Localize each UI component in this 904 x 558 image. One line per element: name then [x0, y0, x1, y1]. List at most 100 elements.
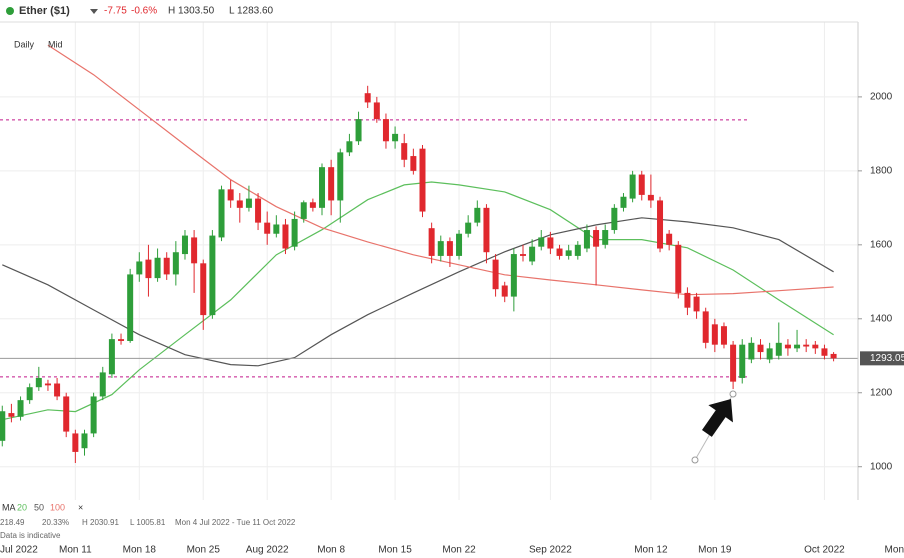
candle-body — [373, 102, 380, 120]
dropdown-icon[interactable] — [90, 9, 98, 14]
stat: Mon 4 Jul 2022 - Tue 11 Oct 2022 — [175, 518, 296, 527]
annotation-handle — [729, 390, 737, 398]
stat: 218.49 — [0, 518, 25, 527]
x-tick-label: Jul 2022 — [0, 545, 38, 556]
ma-close[interactable]: × — [78, 502, 83, 512]
candle-body — [227, 189, 234, 201]
candle-body — [510, 254, 517, 297]
candle-body — [145, 259, 152, 279]
annotation-arrow — [701, 399, 733, 437]
last-price-tag — [860, 351, 904, 366]
candle-body — [0, 411, 6, 441]
stat: 20.33% — [42, 518, 69, 527]
change: -7.75 — [104, 6, 127, 17]
candle-body — [547, 237, 554, 249]
candle-body — [392, 133, 399, 142]
candle-body — [647, 194, 654, 201]
candle-body — [775, 342, 782, 356]
candle-body — [702, 311, 709, 343]
candle-body — [26, 387, 33, 401]
x-tick-label: Mon 19 — [698, 545, 732, 556]
candle-body — [629, 174, 636, 199]
candle-body — [346, 141, 353, 153]
candle-body — [255, 198, 262, 223]
candle-body — [44, 383, 51, 386]
candle-body — [803, 344, 810, 347]
y-tick-label: 1200 — [870, 387, 893, 398]
candle-body — [593, 230, 600, 247]
candle-body — [492, 259, 499, 290]
change-pct: -0.6% — [131, 6, 157, 17]
candle-body — [812, 344, 819, 349]
ma-line — [2, 217, 834, 367]
legend-entry: 20 — [17, 502, 27, 512]
x-tick-label: Mon — [885, 545, 904, 556]
candle-body — [54, 383, 61, 397]
candle-body — [181, 235, 188, 255]
candle-body — [309, 202, 316, 208]
y-tick-label: 1000 — [870, 461, 893, 472]
candle-body — [693, 296, 700, 312]
x-tick-label: Mon 12 — [634, 545, 668, 556]
x-tick-label: Oct 2022 — [804, 545, 845, 556]
candle-body — [465, 222, 472, 234]
candle-body — [556, 248, 563, 256]
candle-body — [63, 396, 70, 432]
candle-body — [35, 377, 42, 388]
stat: L 1005.81 — [130, 518, 166, 527]
candle-body — [784, 344, 791, 349]
candle-body — [218, 189, 225, 238]
candle-body — [364, 93, 371, 103]
candle-body — [529, 246, 536, 262]
x-tick-label: Mon 8 — [317, 545, 345, 556]
candle-body — [319, 167, 326, 208]
candle-body — [136, 261, 143, 275]
candle-body — [200, 263, 207, 316]
price-type[interactable]: Mid — [48, 39, 63, 49]
x-tick-label: Mon 22 — [442, 545, 476, 556]
y-tick-label: 1800 — [870, 165, 893, 176]
candle-body — [273, 224, 280, 234]
candle-body — [720, 326, 727, 345]
candle-body — [72, 433, 79, 452]
legend-entry: 100 — [50, 502, 65, 512]
candle-body — [8, 413, 15, 417]
candle-body — [684, 292, 691, 308]
candle-body — [602, 230, 609, 245]
y-tick-label: 1600 — [870, 239, 893, 250]
y-tick-label: 2000 — [870, 92, 893, 103]
candle-body — [456, 233, 463, 256]
interval[interactable]: Daily — [14, 39, 35, 49]
status-dot — [6, 7, 14, 15]
candle-body — [611, 207, 618, 231]
candle-body — [81, 433, 88, 449]
candle-body — [739, 344, 746, 378]
session-high: H 1303.50 — [168, 6, 215, 17]
candle-body — [830, 353, 837, 359]
candle-body — [154, 257, 161, 279]
y-tick-label: 1400 — [870, 313, 893, 324]
candle-body — [118, 339, 125, 341]
x-tick-label: Mon 11 — [59, 545, 92, 556]
candle-body — [574, 244, 581, 256]
candle-body — [666, 233, 673, 245]
candle-body — [538, 237, 545, 247]
candle-body — [90, 396, 97, 434]
candle-body — [730, 344, 737, 382]
candle-body — [501, 285, 508, 297]
candle-body — [172, 252, 179, 275]
candle-body — [127, 274, 134, 341]
candle-body — [519, 254, 526, 256]
candle-body — [337, 152, 344, 201]
candle-body — [410, 156, 417, 171]
candle-body — [163, 257, 170, 275]
candle-body — [583, 230, 590, 249]
annotation — [691, 390, 737, 464]
note: Data is indicative — [0, 531, 61, 540]
candle-body — [355, 119, 362, 142]
session-low: L 1283.60 — [229, 6, 274, 17]
candle-body — [675, 244, 682, 293]
candle-body — [428, 228, 435, 256]
candle-body — [191, 237, 198, 264]
